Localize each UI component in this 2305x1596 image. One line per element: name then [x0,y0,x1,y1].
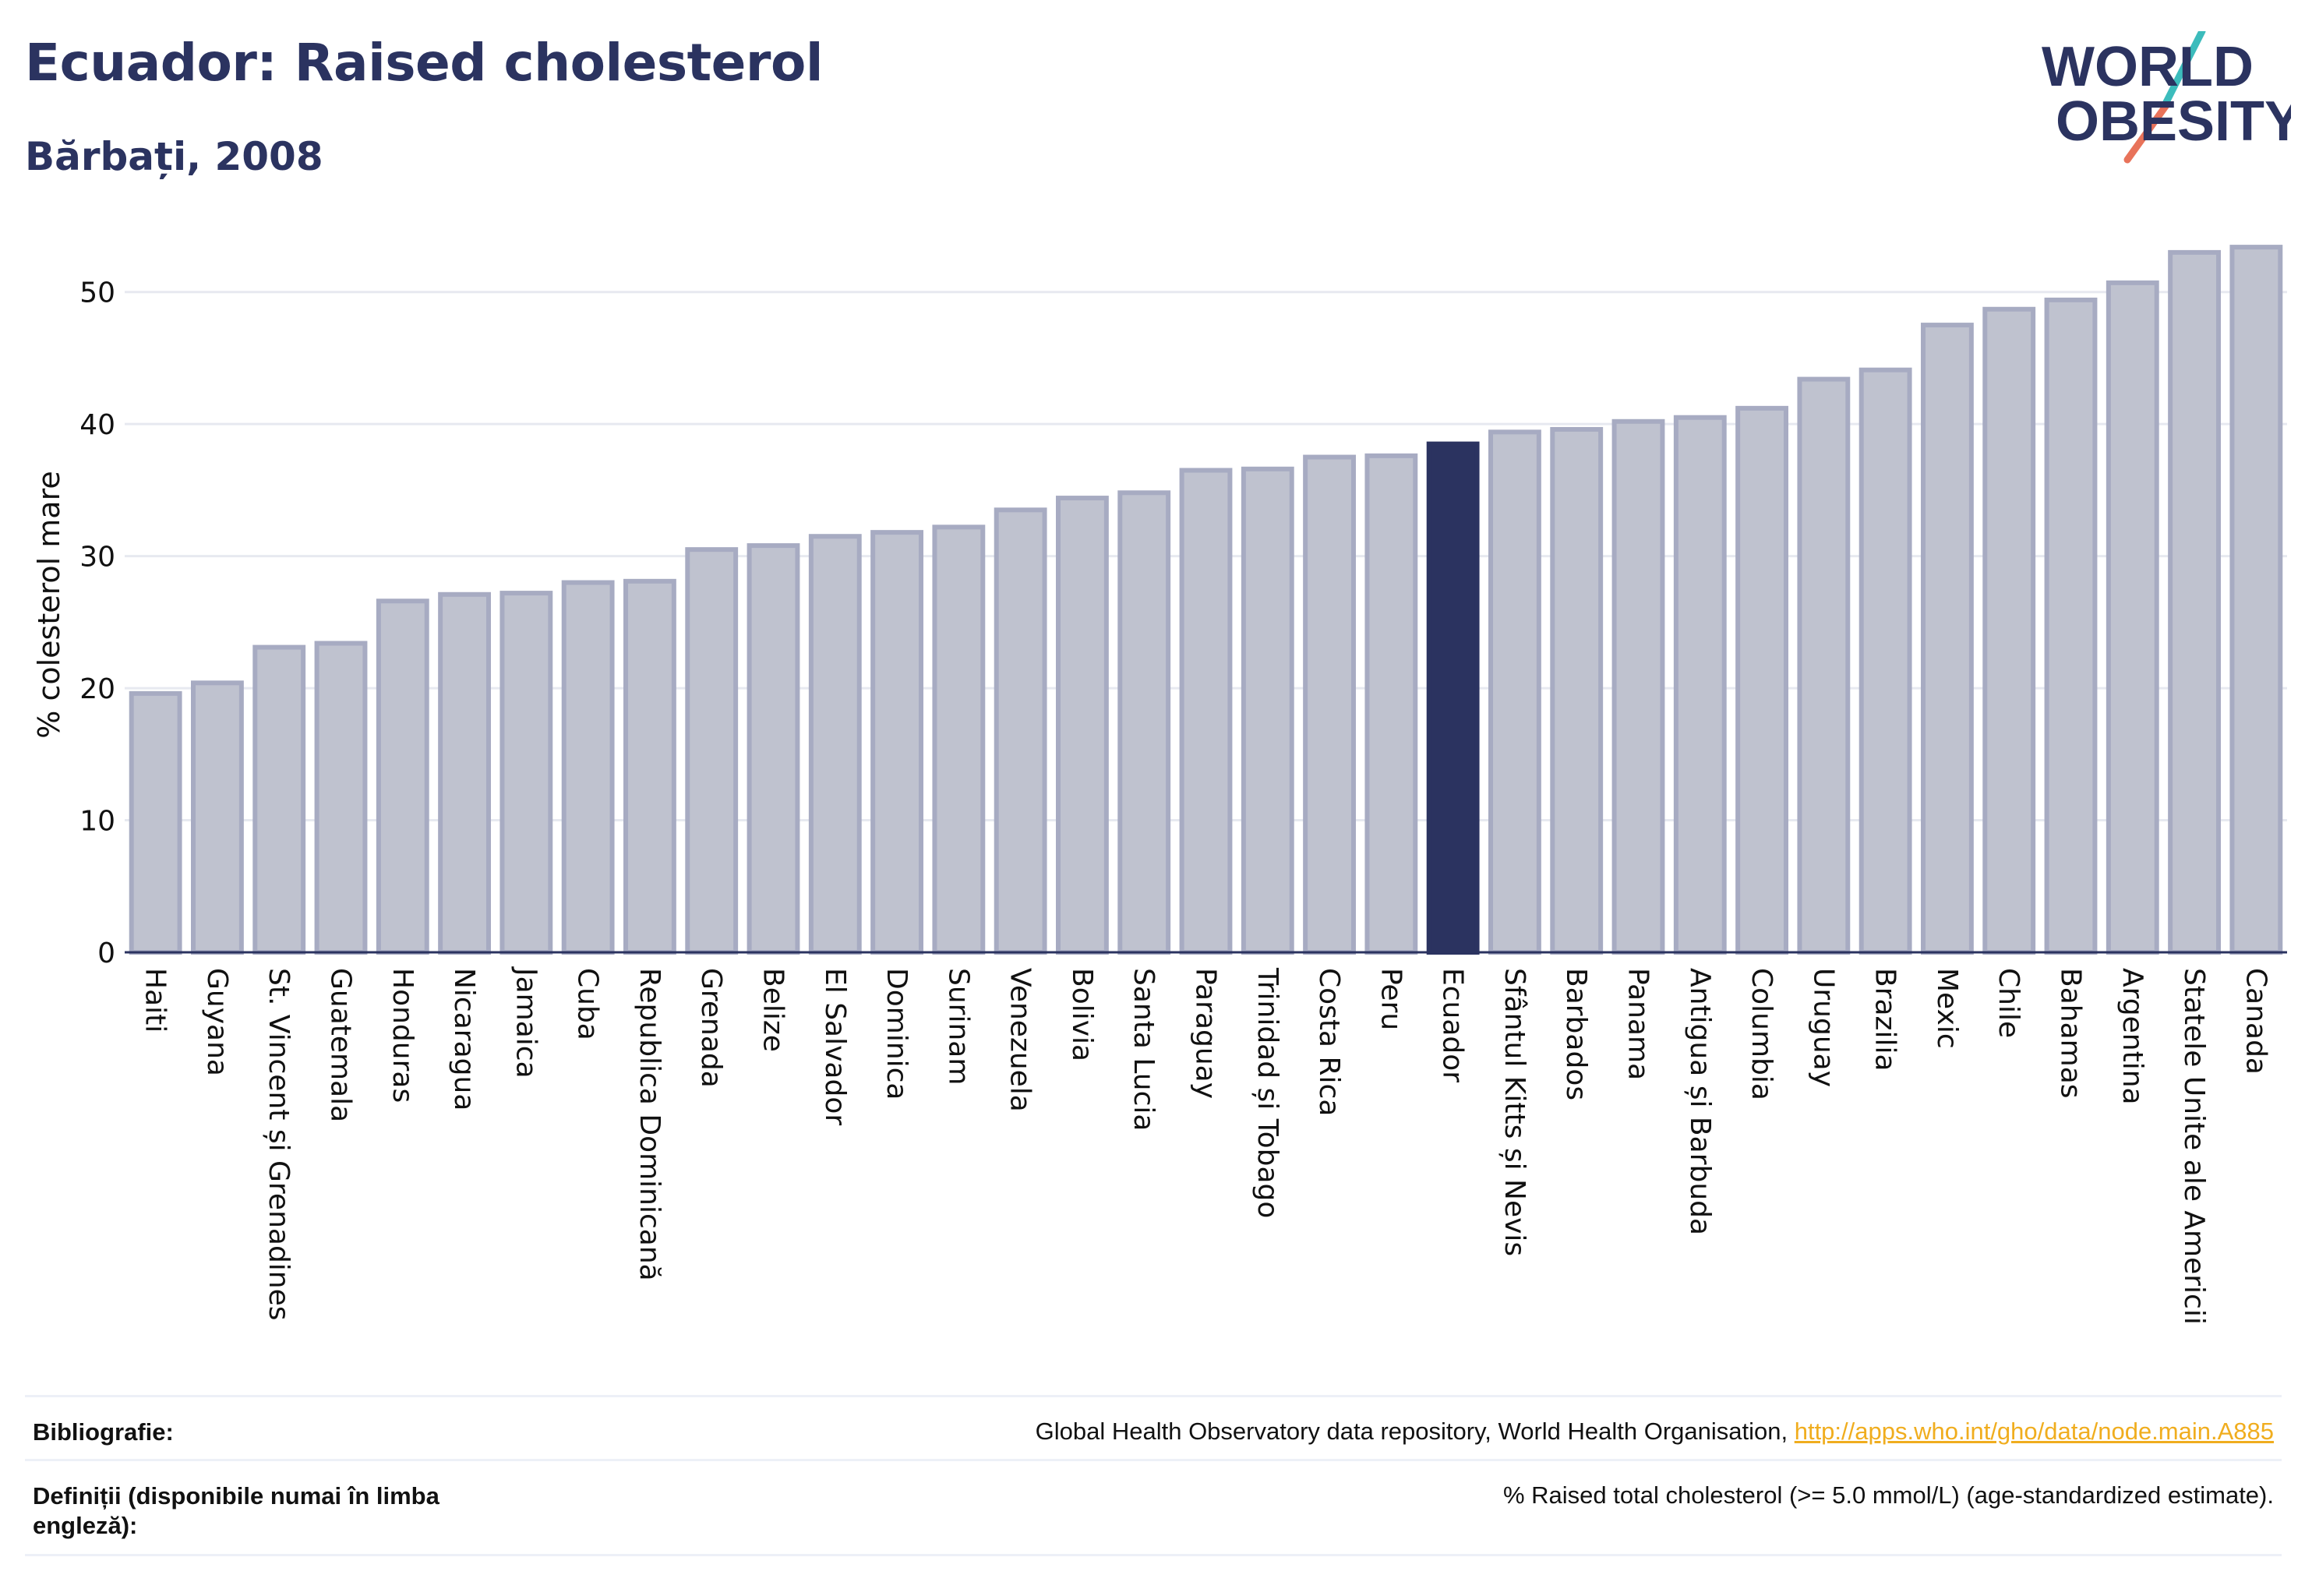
x-tick-label: Bahamas [2055,968,2087,1099]
bar-el-salvador [808,534,862,955]
x-tick-label: Mexic [1931,968,1963,1049]
x-tick-label: Dominica [881,968,912,1100]
x-tick-label: Columbia [1746,968,1777,1100]
x-tick-label: Ecuador [1437,968,1469,1082]
bar-brazilia [1858,367,1912,955]
bar-surinam [932,524,986,955]
y-tick-label: 20 [79,673,115,705]
logo-slash-teal [2161,31,2206,109]
bar-guyana [191,680,244,955]
bars [129,245,2283,955]
bar-honduras [376,598,429,955]
footer-row-bibliography: Bibliografie: Global Health Observatory … [25,1395,2282,1459]
x-tick-label: Surinam [942,968,974,1085]
x-tick-label: Uruguay [1807,968,1839,1087]
logo-word-obesity: OBESITY [2056,90,2291,153]
x-tick-label: Honduras [387,968,418,1103]
bar-barbados [1550,426,1604,955]
chart-subtitle: Bărbați, 2008 [25,134,323,179]
x-tick-label: St. Vincent și Grenadines [263,968,295,1321]
bar-trinidad-și-tobago [1241,466,1294,955]
chart-title: Ecuador: Raised cholesterol [25,33,823,93]
x-tick-label: Peru [1375,968,1407,1030]
x-tick-label: Santa Lucia [1128,968,1160,1131]
footer-row-definitions: Definiții (disponibile numai în limba en… [25,1459,2282,1556]
y-tick-label: 10 [79,806,115,838]
bibliography-link[interactable]: http://apps.who.int/gho/data/node.main.A… [1794,1418,2274,1445]
bar-canada [2229,245,2283,955]
bar-statele-unite-ale-americii [2168,249,2221,955]
bar-grenada [685,547,739,955]
x-tick-label: Sfântul Kitts și Nevis [1498,968,1530,1256]
bar-sfântul-kitts-și-nevis [1488,429,1541,955]
x-tick-label: Antigua și Barbuda [1684,968,1716,1235]
bar-columbia [1735,405,1788,955]
bar-peru [1364,453,1418,955]
bar-antigua-și-barbuda [1673,415,1727,955]
x-tick-label: Barbados [1560,968,1592,1100]
definitions-label: Definiții (disponibile numai în limba en… [33,1482,439,1539]
bar-santa-lucia [1117,490,1171,955]
x-tick-label: Costa Rica [1313,968,1345,1116]
x-tick-label: Guatemala [325,968,357,1122]
bar-bahamas [2044,297,2098,955]
world-obesity-logo: WORLD OBESITY [2042,31,2291,164]
bar-jamaica [499,591,553,955]
definitions-value: % Raised total cholesterol (>= 5.0 mmol/… [1502,1481,2274,1509]
y-tick-label: 50 [79,277,115,309]
bar-panama [1611,418,1665,955]
bar-cuba [561,580,615,955]
y-tick-label: 0 [97,937,115,969]
x-tick-label: Nicaragua [448,968,480,1110]
bibliography-label: Bibliografie: [33,1418,174,1446]
x-tick-label: Canada [2240,968,2271,1075]
x-tick-label: Jamaica [510,966,542,1079]
bar-venezuela [994,507,1047,955]
bar-ecuador [1426,441,1480,955]
x-tick-label: Venezuela [1004,968,1036,1112]
bar-chart: 0 10 20 30 40 50 Haiti Guyana St. Vincent și Gr… [32,245,2287,1325]
bar-dominica [870,530,923,955]
x-tick-label: Chile [1993,968,2024,1038]
bar-guatemala [314,641,368,955]
bibliography-text: Global Health Observatory data repositor… [1035,1418,1795,1445]
x-tick-label: El Salvador [819,968,851,1125]
x-tick-label: Brazilia [1869,968,1901,1072]
y-axis-label: % colesterol mare [32,471,66,738]
x-axis-ticks: Haiti Guyana St. Vincent și Grenadines Guat… [139,966,2272,1325]
bar-paraguay [1179,468,1233,955]
x-tick-label: Statele Unite ale Americii [2178,968,2210,1325]
logo-slash-coral [2123,101,2170,164]
bibliography-value: Global Health Observatory data repositor… [1036,1418,2274,1446]
bar-haiti [129,690,182,955]
y-tick-label: 40 [79,409,115,441]
logo-word-world: WORLD [2042,36,2254,98]
bar-republica-dominicană [623,578,676,955]
bar-costa-rica [1303,454,1356,955]
x-tick-label: Belize [757,968,789,1052]
x-tick-label: Argentina [2116,968,2148,1105]
y-tick-label: 30 [79,542,115,574]
x-tick-label: Cuba [572,968,604,1040]
bar-chile [1982,306,2036,955]
x-tick-label: Republica Dominicană [634,968,665,1281]
x-tick-label: Trinidad și Tobago [1251,967,1283,1218]
y-axis-ticks: 0 10 20 30 40 50 [79,277,115,969]
bar-uruguay [1797,376,1851,955]
x-tick-label: Grenada [695,968,727,1088]
x-tick-label: Paraguay [1190,968,1222,1099]
bar-argentina [2106,280,2159,955]
x-tick-label: Bolivia [1066,968,1098,1061]
bar-belize [747,543,800,955]
footer-table: Bibliografie: Global Health Observatory … [25,1395,2282,1556]
bar-mexic [1921,323,1974,955]
x-tick-label: Guyana [201,968,233,1076]
bar-bolivia [1056,496,1109,955]
bar-st-vincent-și-grenadines [252,644,306,955]
x-tick-label: Panama [1622,968,1654,1080]
x-tick-label: Haiti [139,968,171,1033]
bar-nicaragua [438,591,491,955]
